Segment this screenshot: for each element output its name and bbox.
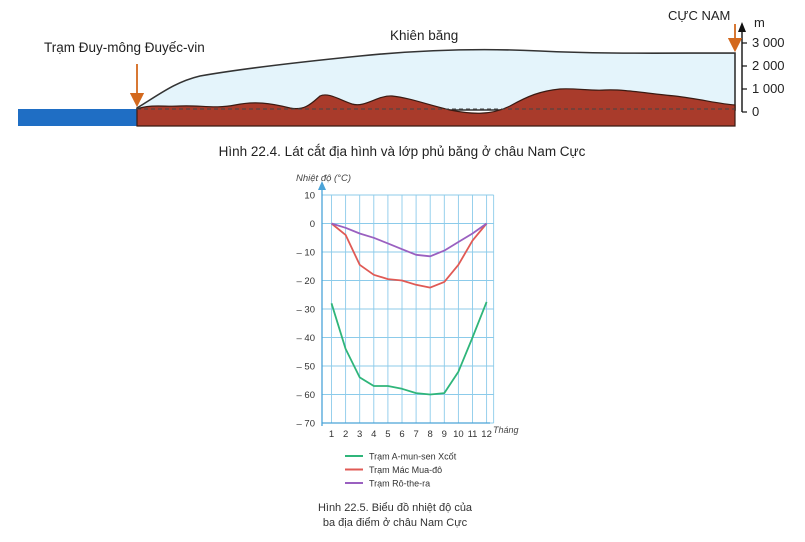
y-axis-label: Nhiệt độ (°C) (296, 173, 351, 184)
x-tick-label: 3 (357, 429, 362, 440)
x-tick-labels: 1 2 3 4 5 6 7 8 9 10 11 12 (329, 429, 492, 440)
cross-section-caption: Hình 22.4. Lát cắt địa hình và lớp phủ b… (219, 144, 586, 159)
elevation-tick-label: 0 (752, 104, 759, 119)
grid-horizontal-lines (322, 194, 494, 424)
y-tick-label: – 50 (297, 362, 316, 373)
elevation-tick-label: 2 000 (752, 58, 785, 73)
series-line-3 (331, 222, 488, 258)
series-line-2 (330, 222, 488, 289)
legend-label: Trạm Rô-the-ra (369, 479, 430, 489)
legend-label: Trạm A-mun-sen Xcốt (369, 452, 457, 462)
y-axis-arrow-icon (318, 181, 326, 190)
cross-section-chart: m 0 1 000 2 000 3 000 Trạm Đuy-mông Đuyếc-v… (18, 8, 785, 159)
temperature-caption-line-1: Hình 22.5. Biểu đồ nhiệt độ của (318, 502, 473, 514)
x-tick-label: 10 (453, 429, 464, 440)
elevation-ticks: 0 1 000 2 000 3 000 (742, 35, 785, 119)
y-tick-label: 0 (310, 219, 315, 230)
x-tick-label: 6 (399, 429, 404, 440)
elevation-tick-label: 3 000 (752, 35, 785, 50)
y-tick-label: – 20 (297, 276, 316, 287)
sea-area (18, 109, 137, 126)
x-tick-label: 7 (413, 429, 418, 440)
temperature-chart: Nhiệt độ (°C) Tháng 10 0 – 10 – 20 – 30 – 40 –… (296, 173, 519, 529)
elevation-unit-label: m (754, 15, 765, 30)
station-label: Trạm Đuy-mông Đuyếc-vin (44, 40, 205, 55)
y-tick-label: – 40 (297, 333, 316, 344)
x-tick-label: 9 (442, 429, 447, 440)
legend: Trạm A-mun-sen Xcốt Trạm Mác Mua-đô Trạm R… (345, 452, 457, 489)
x-tick-label: 11 (468, 429, 478, 440)
south-pole-label: CỰC NAM (668, 8, 730, 23)
elevation-tick-label: 1 000 (752, 81, 785, 96)
x-tick-label: 5 (385, 429, 390, 440)
x-tick-label: 4 (371, 429, 376, 440)
series-line-1 (330, 301, 488, 396)
x-tick-label: 12 (481, 429, 492, 440)
x-tick-label: 1 (329, 429, 334, 440)
y-tick-label: – 60 (297, 390, 316, 401)
bedrock-area (136, 88, 736, 127)
x-tick-label: 2 (343, 429, 348, 440)
x-tick-label: 8 (428, 429, 433, 440)
y-tick-label: 10 (304, 191, 315, 202)
temperature-caption-line-2: ba địa điểm ở châu Nam Cực (323, 517, 468, 529)
y-tick-label: – 70 (297, 419, 316, 430)
series-lines (330, 222, 488, 396)
elevation-axis-arrow-icon (738, 22, 746, 32)
y-tick-label: – 30 (297, 305, 316, 316)
x-axis-label: Tháng (493, 425, 519, 435)
legend-label: Trạm Mác Mua-đô (369, 465, 442, 475)
y-tick-labels: 10 0 – 10 – 20 – 30 – 40 – 50 – 60 – 70 (297, 191, 316, 430)
y-tick-label: – 10 (297, 248, 316, 259)
ice-sheet-label: Khiên băng (390, 28, 458, 43)
